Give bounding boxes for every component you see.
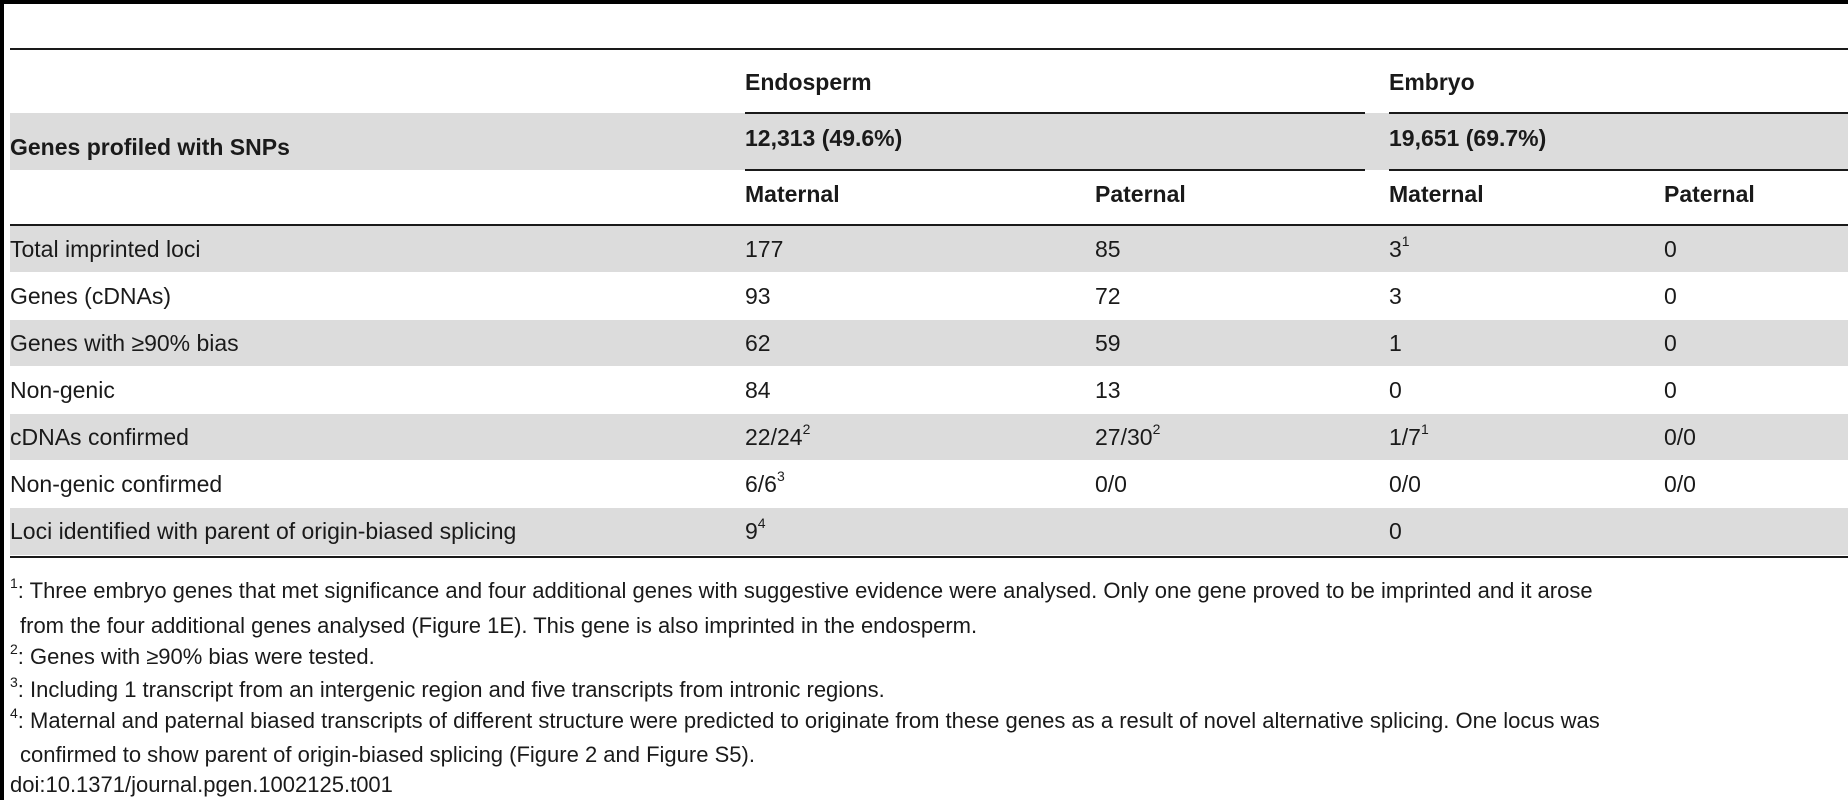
table-row-band (10, 320, 1848, 366)
footnote-text: : Genes with ≥90% bias were tested. (17, 644, 375, 669)
endosperm-group-rule (745, 112, 1365, 114)
cell-value: 22/24 (745, 424, 803, 450)
row-label: Genes (cDNAs) (10, 283, 172, 309)
cell-endo-maternal: 177 (745, 236, 784, 262)
cell-emb-maternal: 31 (1389, 233, 1410, 263)
cell-endo-maternal: 6/63 (745, 468, 785, 498)
endosperm-profiled-value: 12,313 (49.6%) (745, 125, 903, 151)
cell-emb-maternal: 1/71 (1389, 421, 1429, 451)
cell-value: 27/30 (1095, 424, 1153, 450)
embryo-group-rule (1389, 112, 1848, 114)
cell-value: 3 (1389, 236, 1402, 262)
cell-endo-paternal: 72 (1095, 283, 1121, 309)
header-bottom-rule (10, 224, 1848, 226)
row-label: Genes with ≥90% bias (10, 330, 239, 356)
column-header-emb-paternal: Paternal (1664, 181, 1755, 207)
footnote-text: : Three embryo genes that met significan… (17, 578, 1593, 603)
footnote-continuation: confirmed to show parent of origin-biase… (20, 742, 755, 767)
embryo-profiled-value: 19,651 (69.7%) (1389, 125, 1547, 151)
cell-emb-maternal: 1 (1389, 330, 1402, 356)
cell-emb-paternal: 0 (1664, 377, 1677, 403)
cell-endo-maternal: 84 (745, 377, 771, 403)
table-row-band (10, 414, 1848, 460)
footnote-text: : Maternal and paternal biased transcrip… (17, 708, 1600, 733)
cell-emb-maternal: 0 (1389, 518, 1402, 544)
top-border (0, 0, 1848, 4)
footnote-mark: 1 (10, 574, 18, 591)
endosperm-sub-rule (745, 169, 1365, 171)
cell-endo-paternal: 85 (1095, 236, 1121, 262)
cell-endo-paternal: 0/0 (1095, 471, 1127, 497)
cell-emb-paternal: 0/0 (1664, 471, 1696, 497)
cell-endo-maternal: 94 (745, 515, 766, 545)
genes-profiled-label: Genes profiled with SNPs (10, 134, 290, 160)
cell-emb-paternal: 0/0 (1664, 424, 1696, 450)
footnote-text: : Including 1 transcript from an interge… (17, 677, 885, 702)
cell-emb-paternal: 0 (1664, 283, 1677, 309)
footnote: 4: Maternal and paternal biased transcri… (10, 704, 1600, 734)
cell-endo-paternal: 59 (1095, 330, 1121, 356)
cell-endo-maternal: 22/242 (745, 421, 811, 451)
row-label: Loci identified with parent of origin-bi… (10, 518, 517, 544)
column-header-endo-maternal: Maternal (745, 181, 840, 207)
footnote: 1: Three embryo genes that met significa… (10, 574, 1593, 604)
cell-emb-maternal: 0/0 (1389, 471, 1421, 497)
table-bottom-rule (10, 556, 1848, 558)
footnote-ref: 4 (757, 515, 766, 532)
table-row-band (10, 226, 1848, 272)
row-label: cDNAs confirmed (10, 424, 189, 450)
footnote-mark: 2 (10, 640, 18, 657)
cell-value: 6/6 (745, 471, 777, 497)
embryo-sub-rule (1389, 169, 1848, 171)
footnote-ref: 2 (802, 421, 811, 438)
left-border (0, 0, 4, 800)
cell-value: 1/7 (1389, 424, 1421, 450)
footnote-ref: 1 (1401, 233, 1410, 250)
cell-endo-maternal: 62 (745, 330, 771, 356)
row-label: Total imprinted loci (10, 236, 201, 262)
footnote: 2: Genes with ≥90% bias were tested. (10, 640, 375, 670)
footnote-ref: 2 (1152, 421, 1161, 438)
row-label: Non-genic confirmed (10, 471, 223, 497)
footnote-mark: 3 (10, 673, 18, 690)
footnote: 3: Including 1 transcript from an interg… (10, 673, 885, 703)
footnote-continuation: from the four additional genes analysed … (20, 613, 978, 638)
table-top-rule (10, 48, 1848, 50)
group-header-endosperm: Endosperm (745, 69, 872, 95)
footnote-ref: 1 (1420, 421, 1429, 438)
column-header-emb-maternal: Maternal (1389, 181, 1484, 207)
group-header-embryo: Embryo (1389, 69, 1475, 95)
cell-endo-paternal: 13 (1095, 377, 1121, 403)
row-label: Non-genic (10, 377, 115, 403)
table-row-band (10, 508, 1848, 555)
footnote-mark: 4 (10, 704, 18, 721)
column-header-endo-paternal: Paternal (1095, 181, 1186, 207)
cell-endo-maternal: 93 (745, 283, 771, 309)
cell-emb-maternal: 3 (1389, 283, 1402, 309)
cell-emb-paternal: 0 (1664, 236, 1677, 262)
doi-label: doi:10.1371/journal.pgen.1002125.t001 (10, 772, 393, 797)
cell-emb-maternal: 0 (1389, 377, 1402, 403)
table-row-band (10, 113, 1848, 170)
cell-endo-paternal: 27/302 (1095, 421, 1161, 451)
cell-value: 9 (745, 518, 758, 544)
cell-emb-paternal: 0 (1664, 330, 1677, 356)
footnote-ref: 3 (776, 468, 785, 485)
